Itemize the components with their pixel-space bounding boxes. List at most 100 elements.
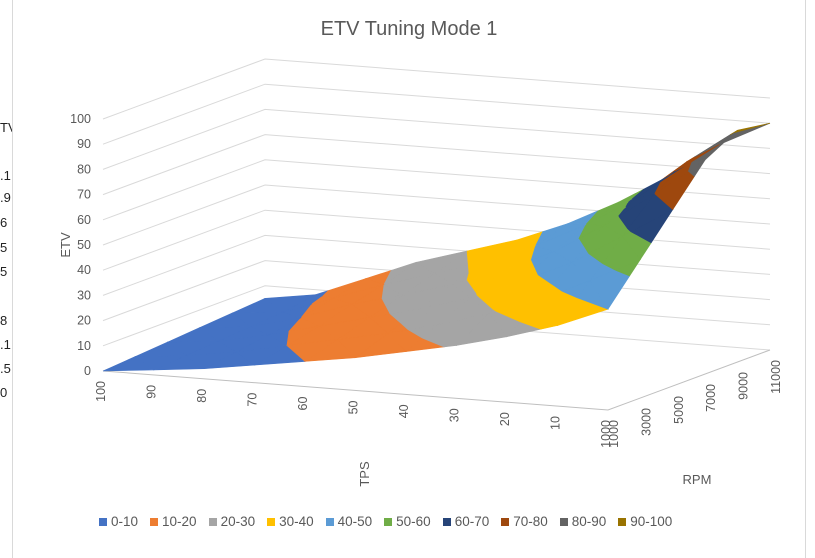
floor-edge [102,349,771,411]
tps-tick-label: 1000 [599,420,613,448]
gridline [102,108,771,170]
legend-swatch [267,517,276,526]
tps-tick-label: 60 [296,397,310,411]
surface-patch [734,122,771,133]
sheet-cells-column: TV .1 .9 6 5 5 8 .1 .5 0 [0,0,12,558]
etv-tick-label: 80 [77,162,91,176]
sheet-cell-fragment: 6 [0,215,8,230]
etv-tick-label: 30 [77,288,91,302]
tps-tick-label: 70 [246,393,260,407]
sheet-cell-fragment: .1 [0,337,11,352]
rpm-tick-label: 11000 [769,360,783,394]
legend-item: 80-90 [559,514,607,529]
tps-tick-label: 10 [549,416,563,430]
sheet-cell-fragment: 5 [0,240,8,255]
surface-patch [719,122,771,145]
legend-label: 20-30 [220,514,256,529]
tps-tick-label: 40 [397,404,411,418]
legend-swatch [618,517,627,526]
legend-label: 80-90 [571,514,607,529]
etv-axis-title: ETV [58,232,73,258]
legend-swatch [384,517,393,526]
legend-swatch [99,517,107,526]
legend-item: 0-10 [99,514,138,529]
tps-tick-label: 100 [94,381,108,402]
surface-patch [264,294,316,313]
etv-tick-label: 50 [77,238,91,252]
etv-tick-label: 0 [84,364,91,378]
legend-label: 90-100 [630,514,673,529]
legend-swatch [501,517,510,526]
sheet-cell-fragment: 8 [0,313,8,328]
etv-tick-label: 40 [77,263,91,277]
rpm-tick-label: 9000 [737,372,751,400]
tps-tick-label: 20 [498,412,512,426]
surface-patch [322,278,367,299]
etv-tick-label: 70 [77,188,91,202]
legend-swatch [559,517,568,526]
gridline [102,58,771,120]
legend-item: 60-70 [442,514,490,529]
rpm-tick-label: 1000 [607,420,621,448]
legend-item: 90-100 [618,514,672,529]
sheet-cell-fragment: 0 [0,385,8,400]
legend-item: 40-50 [325,514,373,529]
legend-item: 30-40 [267,514,314,529]
tps-tick-label: 90 [145,385,159,399]
legend-item: 50-60 [384,514,431,529]
legend: 0-10 10-20 20-30 30-40 40-50 50-60 60-70 70-80 8… [99,514,672,529]
rpm-ticks: 1000 3000 5000 7000 9000 11000 [607,360,783,448]
sheet-cell-fragment: .1 [0,168,11,183]
sheet-cell-fragment: .9 [0,190,11,205]
surface-patch [466,239,518,263]
surface-patch [674,144,720,172]
surface-patch [631,175,670,200]
legend-label: 50-60 [396,514,431,529]
sheet-cell-fragment: .5 [0,361,11,376]
legend-label: 70-80 [513,514,548,529]
rpm-tick-label: 7000 [704,384,718,412]
legend-item: 10-20 [150,514,197,529]
legend-item: 20-30 [208,514,256,529]
etv-tick-label: 20 [77,314,91,328]
gridlines [102,58,771,411]
tps-tick-label: 80 [195,389,209,403]
surface-patch [585,201,619,225]
chart-title: ETV Tuning Mode 1 [320,18,498,40]
legend-swatch [208,517,217,526]
rpm-tick-label: 5000 [672,396,686,424]
legend-swatch [150,517,159,526]
legend-item: 70-80 [501,514,548,529]
surface-patch [383,261,417,285]
legend-label: 0-10 [111,514,139,529]
sheet-cell-fragment: TV [0,120,12,135]
surface-patch [415,250,468,274]
tps-axis-title: TPS [357,461,372,487]
sheet-cell-fragment: 5 [0,264,8,279]
etv-tick-label: 60 [77,213,91,227]
etv-tick-label: 90 [77,137,91,151]
etv-tick-label: 10 [77,339,91,353]
tps-tick-label: 50 [347,400,361,414]
legend-label: 60-70 [454,514,490,529]
tps-tick-label: 30 [448,408,462,422]
legend-swatch [442,517,451,526]
gridline [102,83,771,145]
legend-label: 30-40 [279,514,314,529]
rpm-axis-title: RPM [683,472,712,487]
etv-tick-label: 100 [70,112,91,126]
legend-label: 10-20 [162,514,197,529]
gridline [102,285,771,347]
rpm-tick-label: 3000 [639,408,653,436]
legend-swatch [325,517,334,526]
legend-label: 40-50 [337,514,373,529]
chart-container[interactable]: ETV Tuning Mode 1 100 90 80 70 60 50 40 30 20 10 0… [12,0,806,558]
surface-patch [535,223,569,246]
tps-ticks: 100 90 80 70 60 50 40 30 20 10 1000 [94,381,613,448]
gridline [102,134,771,196]
gridline [102,159,771,221]
surface [102,122,771,372]
